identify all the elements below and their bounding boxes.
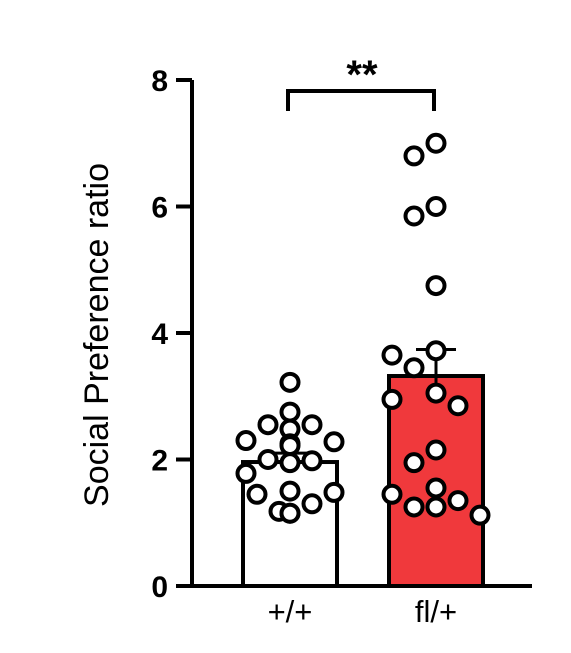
data-point — [257, 449, 279, 470]
significance-stars: ** — [346, 53, 378, 97]
data-point — [279, 480, 301, 502]
data-point — [323, 481, 345, 503]
data-point — [301, 414, 323, 436]
data-point — [403, 452, 425, 474]
data-point — [403, 205, 425, 227]
data-point — [425, 477, 447, 499]
x-tick-label: fl/+ — [415, 594, 457, 629]
data-point — [425, 382, 447, 404]
bars — [241, 347, 485, 589]
y-tick-label: 4 — [151, 318, 168, 351]
data-point — [425, 132, 447, 154]
data-points — [235, 132, 491, 526]
data-point — [279, 371, 301, 393]
data-point — [381, 388, 403, 410]
x-tick-label: +/+ — [268, 594, 313, 629]
y-tick-label: 2 — [151, 445, 168, 478]
data-point — [235, 430, 257, 452]
data-point — [381, 344, 403, 366]
data-point — [323, 431, 345, 453]
data-point — [425, 439, 447, 461]
data-point — [403, 145, 425, 167]
y-axis-label: Social Preference ratio — [78, 163, 116, 507]
y-tick-label: 8 — [151, 65, 168, 98]
data-point — [403, 357, 425, 379]
data-point — [235, 462, 257, 484]
significance-bracket — [286, 89, 436, 111]
bar — [241, 460, 339, 588]
data-point — [425, 196, 447, 217]
y-tick-label: 0 — [151, 571, 168, 604]
data-point — [381, 483, 403, 505]
data-point — [447, 490, 469, 512]
data-point — [279, 401, 301, 423]
data-point — [301, 450, 323, 472]
data-point — [425, 275, 447, 297]
data-point — [469, 504, 491, 526]
data-point — [447, 395, 469, 417]
y-tick-label: 6 — [151, 192, 168, 225]
data-point — [425, 496, 447, 518]
significance-annotation: ** — [286, 53, 436, 111]
data-point — [279, 452, 301, 474]
data-point — [279, 435, 301, 457]
data-point — [301, 493, 323, 515]
data-point — [403, 496, 425, 518]
data-point — [425, 340, 447, 362]
data-point — [257, 414, 279, 436]
data-point — [246, 483, 268, 505]
data-point — [279, 502, 301, 524]
